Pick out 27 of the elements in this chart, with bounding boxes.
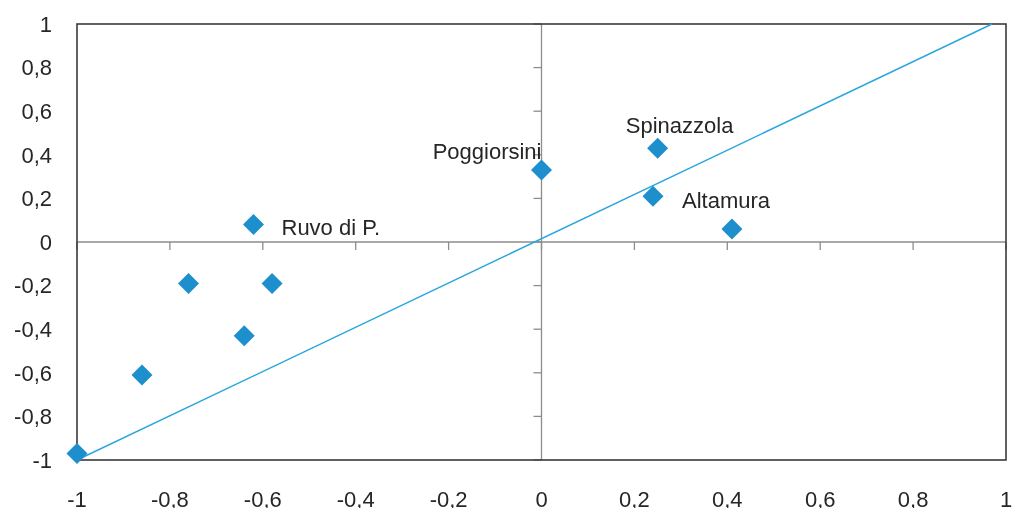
point: [177, 272, 199, 294]
y-tick-label: 0,6: [21, 99, 52, 125]
y-tick-label: -0,8: [14, 404, 52, 430]
point: [261, 272, 283, 294]
annotation: Poggiorsini: [432, 138, 542, 164]
point: [647, 137, 669, 159]
y-tick-label: -1: [32, 447, 52, 473]
x-tick-label: 0: [535, 486, 548, 508]
y-tick-label: -0,6: [14, 360, 52, 386]
x-tick-label: 1: [999, 486, 1012, 508]
y-tick-label: 0,2: [21, 186, 52, 212]
point: [642, 185, 664, 207]
annotation: Spinazzola: [625, 112, 735, 138]
x-tick-label: -1: [67, 486, 87, 508]
y-tick-label: -0,4: [14, 317, 52, 343]
y-tick-label: 0,8: [21, 55, 52, 81]
point: [131, 364, 153, 386]
point: [721, 218, 743, 240]
point: [66, 442, 88, 464]
y-tick-label: 0: [39, 229, 52, 255]
y-tick-label: 1: [39, 11, 52, 37]
y-tick-label: 0,4: [21, 142, 52, 168]
annotation: Ruvo di P.: [281, 215, 381, 241]
point: [243, 214, 265, 236]
point: [233, 325, 255, 347]
y-tick-label: -0,2: [14, 273, 52, 299]
annotation: Altamura: [681, 187, 771, 213]
